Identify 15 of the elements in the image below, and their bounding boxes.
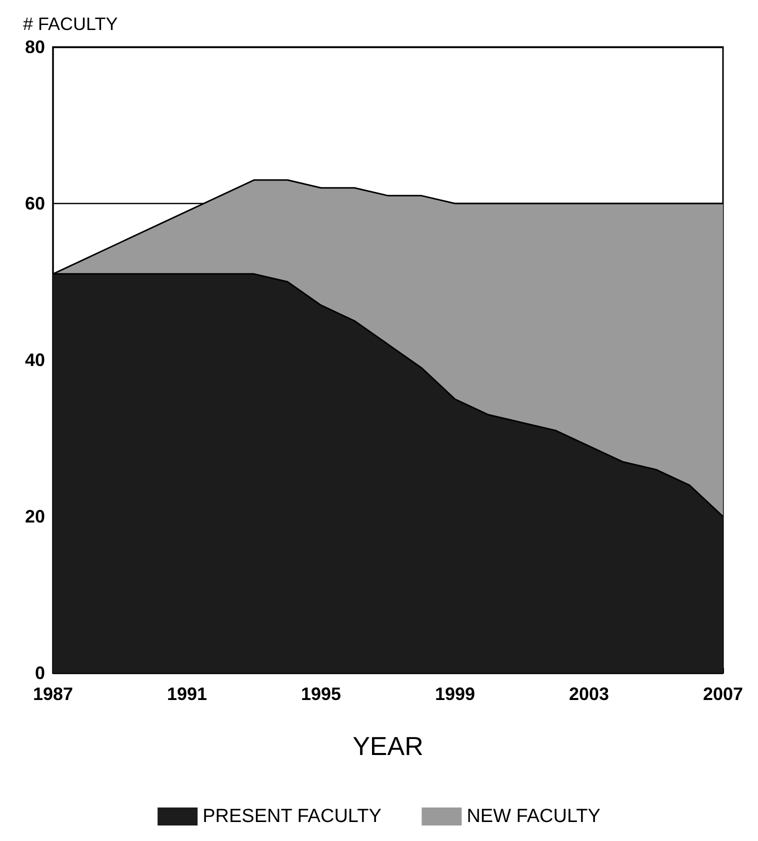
x-axis-title: YEAR <box>352 731 424 761</box>
y-axis-title: # FACULTY <box>23 14 118 34</box>
y-tick-label: 40 <box>24 350 45 370</box>
y-tick-label: 20 <box>24 506 45 526</box>
legend-label: PRESENT FACULTY <box>202 806 382 827</box>
y-tick-label: 60 <box>24 194 45 214</box>
legend-label: NEW FACULTY <box>466 806 601 827</box>
y-tick-label: 0 <box>34 663 45 683</box>
x-tick-label: 2007 <box>702 684 744 704</box>
x-tick-label: 1995 <box>300 684 342 704</box>
y-tick-label: 80 <box>24 37 45 57</box>
x-tick-label: 1987 <box>32 684 74 704</box>
x-tick-label: 1991 <box>166 684 208 704</box>
x-tick-label: 1999 <box>434 684 476 704</box>
x-tick-label: 2003 <box>568 684 610 704</box>
